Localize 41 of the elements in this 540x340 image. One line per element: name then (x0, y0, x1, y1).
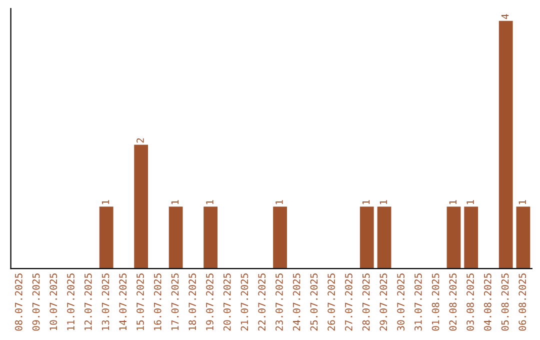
x-tick-label: 23.07.2025 (276, 274, 283, 331)
data-label: 1 (518, 200, 526, 204)
x-tick-label: 22.07.2025 (258, 274, 266, 331)
data-label: 1 (362, 200, 370, 204)
x-tick-label: 21.07.2025 (240, 274, 248, 331)
x-tick-label: 11.07.2025 (67, 274, 74, 330)
x-tick-label: 19.07.2025 (206, 274, 214, 330)
x-tick-label: 16.07.2025 (154, 274, 162, 330)
x-tick-label: 20.07.2025 (223, 274, 231, 331)
x-tick-label: 04.08.2025 (484, 274, 492, 331)
x-tick-label: 01.08.2025 (432, 274, 440, 331)
data-label: 1 (449, 200, 456, 204)
x-tick-label: 24.07.2025 (292, 274, 300, 331)
x-tick-label: 13.07.2025 (102, 274, 110, 330)
x-tick-label: 27.07.2025 (345, 274, 352, 331)
data-label: 4 (501, 14, 509, 20)
x-tick-label: 03.08.2025 (466, 274, 474, 331)
x-tick-label: 29.07.2025 (380, 274, 388, 331)
x-tick-label: 09.07.2025 (32, 274, 40, 331)
x-tick-label: 15.07.2025 (136, 274, 144, 330)
x-tick-label: 12.07.2025 (84, 274, 92, 330)
x-tick-label: 05.08.2025 (501, 274, 509, 331)
x-tick-label: 08.07.2025 (14, 274, 22, 331)
data-label: 1 (206, 200, 214, 204)
x-tick-label: 18.07.2025 (188, 274, 196, 330)
x-tick-label: 30.07.2025 (397, 274, 404, 331)
x-tick-label: 25.07.2025 (310, 274, 318, 331)
data-label: 1 (276, 200, 283, 204)
x-tick-label: 28.07.2025 (362, 274, 370, 331)
x-tick-label: 14.07.2025 (119, 274, 127, 330)
data-label: 1 (466, 200, 474, 204)
data-label: 1 (102, 200, 110, 204)
data-label: 1 (171, 200, 179, 204)
x-tick-label: 02.08.2025 (449, 274, 457, 331)
x-tick-label: 10.07.2025 (50, 274, 58, 330)
x-tick-label: 31.07.2025 (414, 274, 422, 331)
data-label: 1 (380, 200, 387, 204)
x-tick-label: 26.07.2025 (328, 274, 335, 331)
data-label: 2 (136, 138, 144, 143)
x-tick-label: 06.08.2025 (518, 274, 526, 331)
x-tick-label: 17.07.2025 (171, 274, 179, 330)
